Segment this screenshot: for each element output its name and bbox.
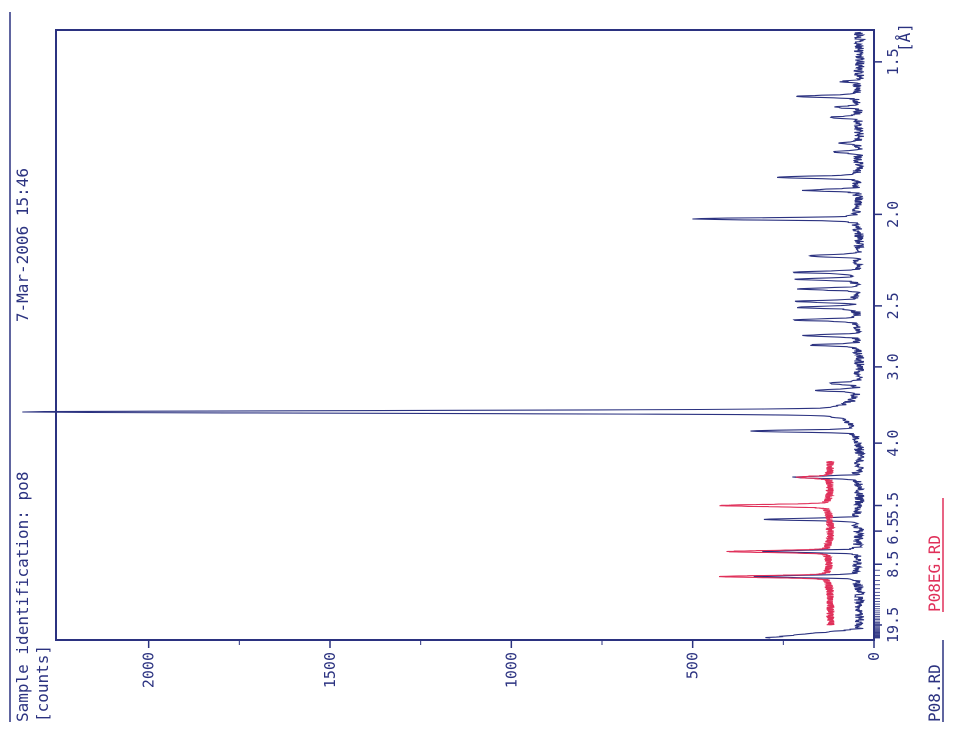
d-tick-label: 1.5: [884, 48, 902, 75]
d-spacing-axis: 19.5 8.5 6.55.5 4.0 3.0 2.5 2.0 1.5: [874, 48, 902, 643]
y-axis-title: [counts]: [33, 645, 52, 722]
d-tick-label: 2.5: [884, 292, 902, 319]
counts-tick-label: 2000: [140, 652, 158, 688]
series-trace-1: [22, 31, 867, 639]
timestamp: 7-Mar-2006 15:46: [13, 168, 32, 322]
d-tick-label: 2.0: [884, 201, 902, 228]
plot-frame: [55, 29, 875, 641]
counts-tick-label: 0: [865, 652, 883, 661]
counts-tick-label: 500: [684, 652, 702, 679]
legend-series-2: P08EG.RD: [925, 535, 944, 612]
d-tick-label: 4.0: [884, 430, 902, 457]
d-tick-label: 8.5: [884, 551, 902, 578]
counts-axis: 0 500 1000 1500 2000: [140, 640, 883, 688]
series-trace-2: [718, 460, 836, 626]
sample-identification: Sample identification: po8: [13, 472, 32, 722]
d-tick-label: 3.0: [884, 353, 902, 380]
counts-tick-label: 1500: [321, 652, 339, 688]
legend-series-1: P08.RD: [925, 664, 944, 722]
d-tick-label: 19.5: [884, 607, 902, 643]
d-tick-label: 5.5: [884, 492, 902, 519]
x-axis-unit: [Å]: [895, 23, 914, 52]
d-tick-label: 6.5: [884, 518, 902, 545]
counts-tick-label: 1000: [502, 652, 520, 688]
plot-area: [22, 31, 867, 639]
